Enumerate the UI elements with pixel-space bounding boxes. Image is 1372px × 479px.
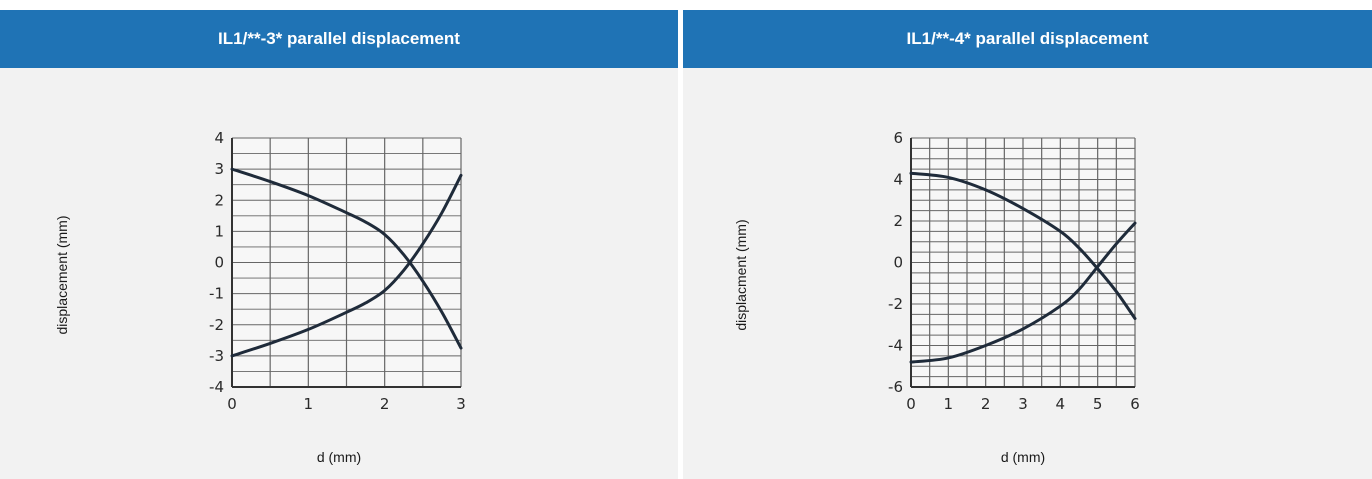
- y-axis-label: displacment (mm): [733, 219, 749, 331]
- y-tick-label: 0: [893, 254, 903, 272]
- y-tick-label: 3: [214, 160, 224, 178]
- y-tick-label: -1: [209, 285, 224, 303]
- y-tick-label: 6: [893, 129, 903, 147]
- y-axis-label: displacement (mm): [54, 215, 70, 335]
- chart-title: IL1/**-3* parallel displacement: [0, 10, 678, 68]
- series-line-2: [909, 221, 1137, 364]
- x-axis-label: d (mm): [316, 449, 362, 465]
- y-tick-label: -4: [209, 378, 224, 396]
- series-line-1: [909, 171, 1137, 321]
- chart-area: displacment (mm) 6 4 2 0 -2 -4 -6 0 1 2 3 4 5 6 d (mm…: [683, 68, 1372, 479]
- x-axis-label: d (mm): [1000, 449, 1046, 465]
- y-tick-label: 2: [893, 212, 903, 230]
- y-tick-label: 4: [214, 129, 224, 147]
- x-tick-label: 1: [944, 395, 954, 413]
- x-tick-label: 2: [981, 395, 991, 413]
- chart-panel-left: IL1/**-3* parallel displacement displace…: [0, 10, 678, 479]
- y-tick-label: -2: [888, 295, 903, 313]
- y-tick-label: -6: [888, 378, 903, 396]
- x-tick-label: 0: [227, 395, 237, 413]
- chart-title: IL1/**-4* parallel displacement: [683, 10, 1372, 68]
- y-tick-label: -4: [888, 337, 903, 355]
- y-tick-label: 2: [214, 191, 224, 209]
- x-tick-label: 2: [380, 395, 390, 413]
- x-tick-label: 4: [1056, 395, 1066, 413]
- y-tick-label: 0: [214, 254, 224, 272]
- chart-panel-right: IL1/**-4* parallel displacement displacm…: [683, 10, 1372, 479]
- y-tick-label: -3: [209, 347, 224, 365]
- x-tick-label: 0: [906, 395, 916, 413]
- x-tick-label: 1: [304, 395, 314, 413]
- chart-area: displacement (mm) 4 3 2 1 0 -1 -2 -3 -4 0 1 2 3 d (m…: [0, 68, 678, 479]
- x-tick-label: 3: [456, 395, 466, 413]
- x-tick-label: 3: [1018, 395, 1028, 413]
- x-tick-label: 5: [1093, 395, 1103, 413]
- series-line-1: [230, 167, 463, 350]
- y-tick-label: 1: [214, 222, 224, 240]
- series-line-2: [230, 173, 463, 358]
- y-tick-label: -2: [209, 316, 224, 334]
- y-tick-label: 4: [893, 171, 903, 189]
- x-tick-label: 6: [1130, 395, 1140, 413]
